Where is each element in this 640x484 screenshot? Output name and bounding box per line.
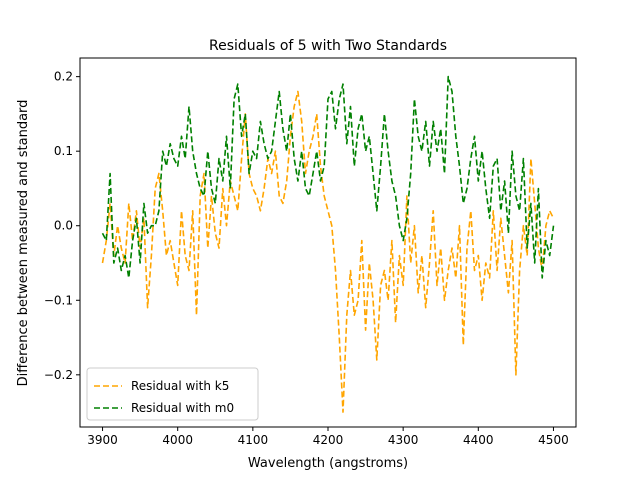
y-tick-label: −0.2 bbox=[44, 368, 73, 382]
legend-label-k5: Residual with k5 bbox=[131, 379, 229, 393]
chart-title: Residuals of 5 with Two Standards bbox=[209, 38, 447, 54]
y-tick-label: −0.1 bbox=[44, 293, 73, 307]
series-line-m0 bbox=[101, 75, 555, 279]
x-axis: 3900 4000 4100 4200 4300 4400 4500 bbox=[87, 427, 569, 447]
x-tick-label: 4400 bbox=[463, 433, 494, 447]
y-axis-label: Difference between measured and standard bbox=[16, 100, 31, 387]
x-tick-label: 3900 bbox=[87, 433, 118, 447]
x-tick-label: 4500 bbox=[538, 433, 569, 447]
y-tick-label: 0.2 bbox=[54, 70, 73, 84]
series-line-k5 bbox=[101, 90, 555, 413]
legend-label-m0: Residual with m0 bbox=[131, 401, 234, 415]
y-tick-label: 0.1 bbox=[54, 144, 73, 158]
x-tick-label: 4000 bbox=[162, 433, 193, 447]
x-tick-label: 4300 bbox=[388, 433, 419, 447]
legend-frame bbox=[86, 367, 259, 421]
y-axis: −0.2 −0.1 0.0 0.1 0.2 bbox=[44, 70, 80, 382]
legend: Residual with k5 Residual with m0 bbox=[86, 367, 259, 421]
x-tick-label: 4200 bbox=[313, 433, 344, 447]
y-tick-label: 0.0 bbox=[54, 219, 73, 233]
x-tick-label: 4100 bbox=[238, 433, 269, 447]
x-axis-label: Wavelength (angstroms) bbox=[248, 456, 408, 471]
series-layer bbox=[101, 75, 555, 413]
